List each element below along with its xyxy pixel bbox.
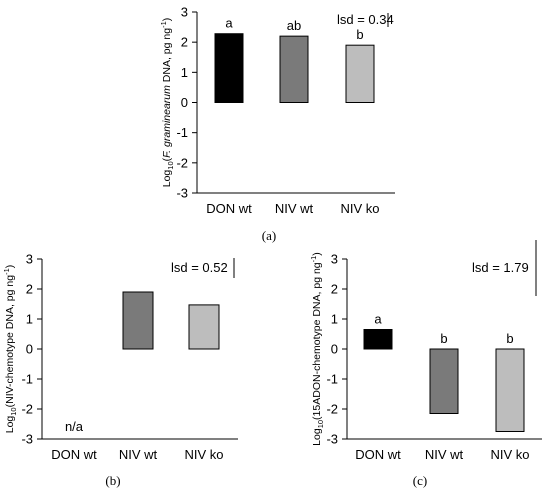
chart-panel-b: -3 -2 -1 0 1 2 3 DON wt n/a NIV wt NIV ko lsd = 0.5… (2, 252, 238, 488)
bar-label: ab (287, 18, 301, 33)
lsd-label: lsd = 0.52 (171, 260, 228, 275)
bar-label: b (506, 331, 513, 346)
x-tick-label: DON wt (206, 201, 252, 216)
x-tick-label: NIV wt (275, 201, 314, 216)
y-tick-label: -2 (21, 402, 33, 417)
lsd-label: lsd = 1.79 (472, 260, 529, 275)
panel-label: (b) (105, 473, 120, 488)
x-tick-label: NIV wt (425, 447, 464, 462)
bar-label: n/a (65, 419, 84, 434)
bar (214, 33, 244, 103)
chart-panel-c: -3 -2 -1 0 1 2 3 DON wt a NIV wt b NIV ko b lsd = 1.7… (309, 240, 542, 488)
bar-label: a (374, 312, 382, 327)
x-tick-label: NIV ko (340, 201, 379, 216)
y-tick-label: -1 (326, 372, 338, 387)
bar (279, 35, 309, 104)
x-tick-label: NIV wt (119, 447, 158, 462)
y-axis-label: Log10(F. graminearum DNA, pg ng-1) (159, 18, 175, 188)
x-tick-label: NIV ko (184, 447, 223, 462)
bar (345, 44, 375, 103)
lsd-label: lsd = 0.34 (337, 12, 394, 27)
bar-label: a (225, 16, 233, 31)
y-tick-label: -3 (21, 432, 33, 447)
y-tick-label: 0 (331, 342, 338, 357)
y-tick-label: -1 (176, 125, 188, 140)
y-tick-label: 2 (331, 282, 338, 297)
x-tick-label: NIV ko (490, 447, 529, 462)
y-tick-label: -3 (326, 432, 338, 447)
bar (495, 348, 525, 432)
y-tick-label: 2 (181, 35, 188, 50)
y-axis-label: Log10(NIV-chemotype DNA, pg ng-1) (2, 265, 18, 434)
y-tick-label: 0 (26, 342, 33, 357)
y-tick-label: -2 (176, 155, 188, 170)
y-tick-label: 1 (181, 65, 188, 80)
bar (188, 304, 220, 350)
y-tick-label: -3 (176, 186, 188, 201)
x-tick-label: DON wt (355, 447, 401, 462)
panel-label: (a) (262, 228, 276, 243)
y-tick-label: 0 (181, 95, 188, 110)
bar (122, 291, 154, 350)
y-tick-label: 1 (26, 312, 33, 327)
y-tick-label: -1 (21, 372, 33, 387)
y-tick-label: -2 (326, 402, 338, 417)
y-tick-label: 2 (26, 282, 33, 297)
y-tick-label: 1 (331, 312, 338, 327)
panel-label: (c) (413, 473, 427, 488)
y-tick-label: 3 (331, 252, 338, 267)
y-tick-label: 3 (181, 5, 188, 20)
bar-label: b (356, 27, 363, 42)
bar-label: b (440, 331, 447, 346)
y-axis-label: Log10(15ADON-chemotype DNA, pg ng-1) (309, 252, 325, 446)
y-tick-label: 3 (26, 252, 33, 267)
x-tick-label: DON wt (51, 447, 97, 462)
bar (363, 329, 393, 350)
bar (429, 348, 459, 414)
